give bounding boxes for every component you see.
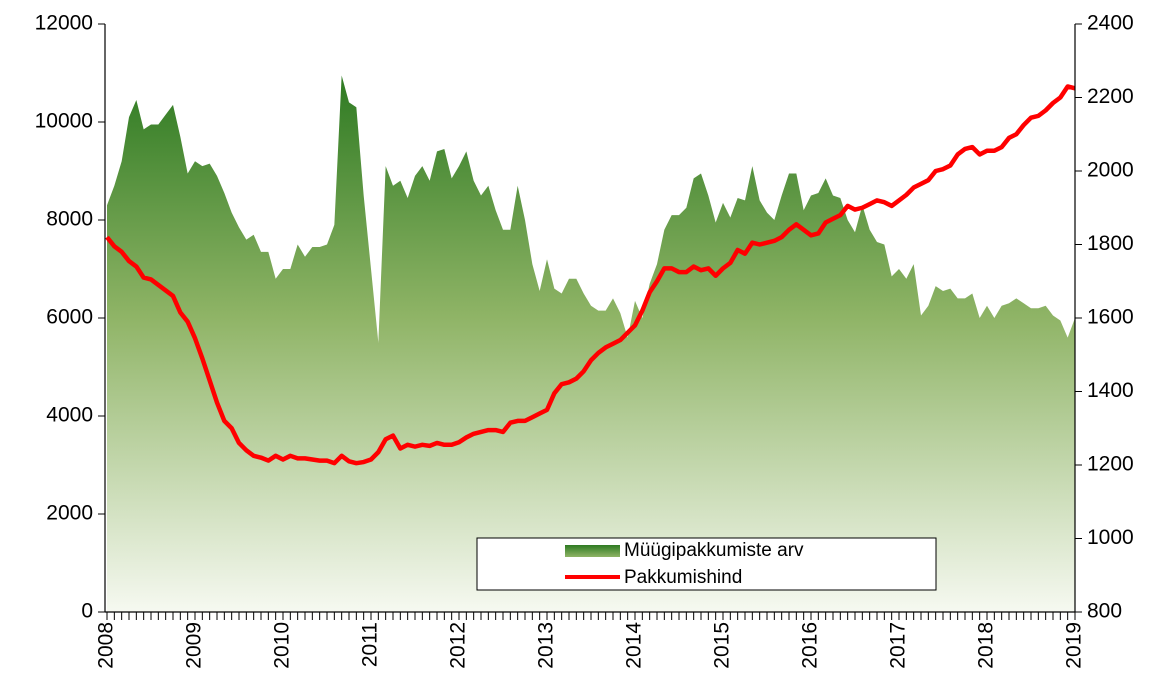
area [107, 75, 1075, 612]
x-tick-label: 2011 [359, 622, 382, 667]
x-tick-label: 2017 [887, 622, 910, 669]
y2-tick-label: 2200 [1087, 85, 1134, 108]
x-tick-label: 2009 [183, 622, 206, 669]
x-tick-label: 2014 [623, 622, 646, 669]
y2-tick-label: 1800 [1087, 232, 1134, 255]
x-tick-label: 2019 [1063, 622, 1086, 669]
y-tick-label: 8000 [46, 208, 93, 231]
x-tick-label: 2018 [975, 622, 998, 669]
y2-tick-label: 2000 [1087, 159, 1134, 182]
legend-swatch [565, 545, 620, 557]
y-tick-label: 12000 [35, 12, 93, 35]
legend: Müügipakkumiste arv Pakkumishind [476, 537, 937, 591]
legend-label: Müügipakkumiste arv [624, 540, 804, 561]
legend-box [476, 537, 937, 591]
line [105, 84, 1076, 466]
y-tick-label: 0 [81, 600, 93, 623]
x-tick-label: 2015 [711, 622, 734, 669]
y-tick-label: 10000 [35, 110, 93, 133]
y-tick-label: 6000 [46, 306, 93, 329]
x-tick-label: 2016 [799, 622, 822, 669]
legend-label: Pakkumishind [624, 567, 742, 588]
x-tick-label: 2010 [271, 622, 294, 669]
y2-tick-label: 1200 [1087, 453, 1134, 476]
y2-tick-label: 2400 [1087, 12, 1134, 35]
x-tick-label: 2012 [447, 622, 470, 669]
y2-tick-label: 1600 [1087, 306, 1134, 329]
y2-tick-label: 1400 [1087, 379, 1134, 402]
y2-tick-label: 800 [1087, 600, 1122, 623]
y-tick-label: 4000 [46, 404, 93, 427]
y2-tick-label: 1000 [1087, 526, 1134, 549]
y-tick-label: 2000 [46, 502, 93, 525]
x-tick-label: 2008 [95, 622, 118, 669]
x-tick-label: 2013 [535, 622, 558, 669]
plot-area: 0 2000 4000 6000 8000 10000 12000 800 1000 1200 14… [35, 12, 1134, 669]
